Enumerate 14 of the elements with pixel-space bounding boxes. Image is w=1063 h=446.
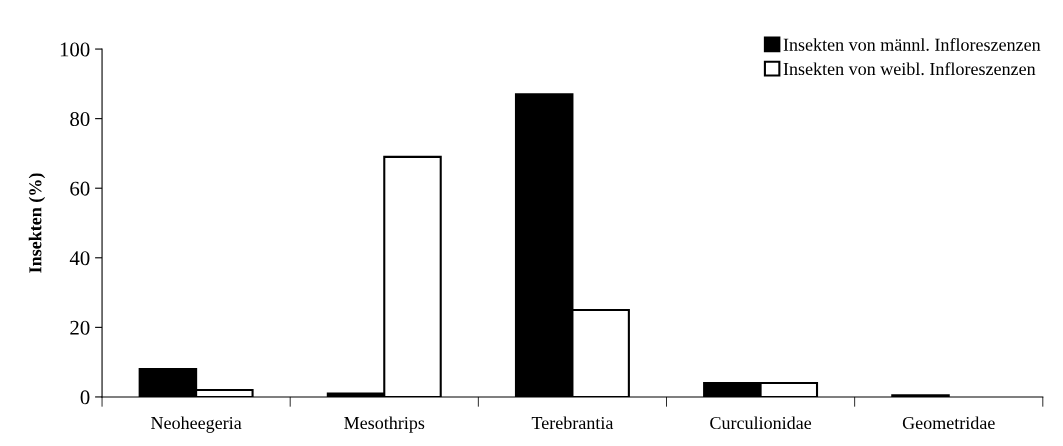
legend-label: Insekten von männl. Infloreszenzen: [783, 37, 1041, 51]
y-tick-label: 80: [70, 112, 90, 127]
x-tick-label: Terebrantia: [531, 416, 614, 430]
x-tick-label: Geometridae: [902, 416, 995, 430]
y-tick-label: 0: [80, 390, 90, 405]
x-tick-label: Curculionidae: [710, 416, 812, 430]
y-tick-label: 60: [70, 181, 90, 196]
y-axis-title: Insekten (%): [28, 173, 46, 273]
x-tick-label: Neoheegeria: [151, 416, 242, 433]
x-tick-label: Mesothrips: [344, 416, 425, 433]
y-tick-label: 100: [60, 42, 90, 57]
y-tick-label: 20: [70, 320, 90, 335]
y-tick-label: 40: [69, 251, 90, 266]
legend-label: Insekten von weibl. Infloreszenzen: [783, 62, 1036, 76]
